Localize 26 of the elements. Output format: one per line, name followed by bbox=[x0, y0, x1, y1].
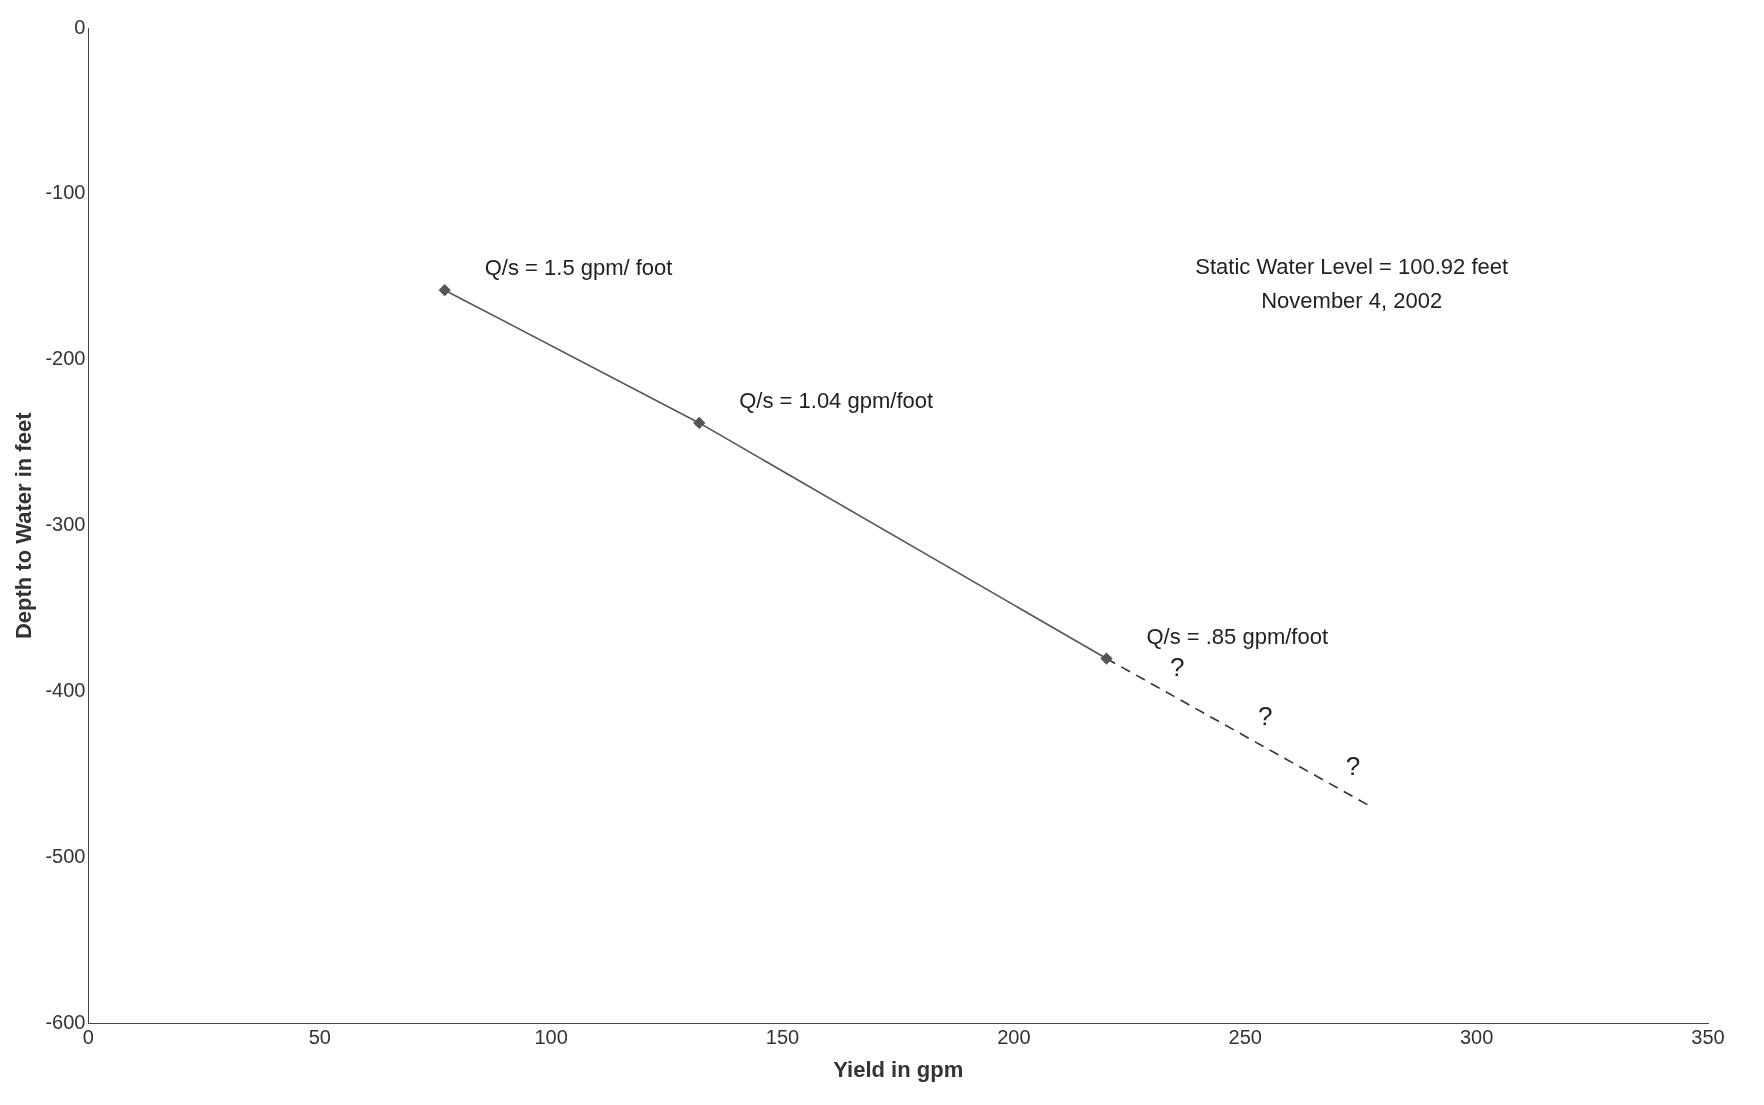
y-tick-label: -300 bbox=[45, 513, 86, 536]
point bbox=[1100, 652, 1113, 665]
y-tick-label: -200 bbox=[45, 347, 86, 370]
y-tick-label: -500 bbox=[45, 845, 86, 868]
point bbox=[438, 284, 451, 296]
y-tick-label: -100 bbox=[45, 181, 86, 204]
annotation: Q/s = 1.04 gpm/foot bbox=[739, 387, 934, 413]
annotation: Q/s = .85 gpm/foot bbox=[1146, 623, 1329, 649]
annotation: November 4, 2002 bbox=[1261, 288, 1443, 314]
y-axis-title: Depth to Water in feet bbox=[11, 411, 37, 640]
x-tick-label: 200 bbox=[997, 1026, 1031, 1049]
y-tick-label: -400 bbox=[45, 679, 86, 702]
y-tick-label: 0 bbox=[74, 15, 86, 38]
annotation: Static Water Level = 100.92 feet bbox=[1195, 254, 1509, 280]
point bbox=[693, 417, 706, 429]
annotation: Q/s = 1.5 gpm/ foot bbox=[484, 255, 673, 281]
annotation: ? bbox=[1257, 701, 1273, 732]
x-axis-title: Yield in gpm bbox=[833, 1056, 964, 1082]
x-tick-label: 250 bbox=[1228, 1026, 1262, 1049]
annotation: ? bbox=[1169, 652, 1185, 683]
x-tick-label: 100 bbox=[534, 1026, 568, 1049]
annotation: ? bbox=[1345, 750, 1361, 781]
x-tick-label: 300 bbox=[1459, 1026, 1494, 1049]
x-tick-label: 150 bbox=[765, 1026, 800, 1049]
x-tick-label: 350 bbox=[1691, 1026, 1725, 1049]
x-tick-label: 50 bbox=[308, 1026, 331, 1049]
